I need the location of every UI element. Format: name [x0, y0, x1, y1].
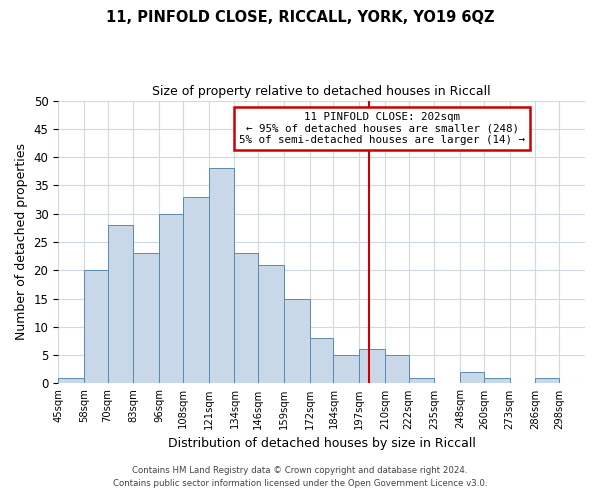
Text: 11, PINFOLD CLOSE, RICCALL, YORK, YO19 6QZ: 11, PINFOLD CLOSE, RICCALL, YORK, YO19 6…	[106, 10, 494, 25]
Bar	[84, 270, 107, 384]
Bar	[310, 338, 334, 384]
Bar	[484, 378, 510, 384]
Bar	[359, 350, 385, 384]
Bar	[107, 225, 133, 384]
Bar	[58, 378, 84, 384]
Title: Size of property relative to detached houses in Riccall: Size of property relative to detached ho…	[152, 85, 491, 98]
X-axis label: Distribution of detached houses by size in Riccall: Distribution of detached houses by size …	[167, 437, 476, 450]
Bar	[183, 196, 209, 384]
Bar	[409, 378, 434, 384]
Bar	[334, 355, 359, 384]
Bar	[535, 378, 559, 384]
Bar	[284, 298, 310, 384]
Y-axis label: Number of detached properties: Number of detached properties	[15, 144, 28, 340]
Bar	[235, 254, 258, 384]
Bar	[460, 372, 484, 384]
Bar	[385, 355, 409, 384]
Bar	[133, 254, 159, 384]
Bar	[159, 214, 183, 384]
Text: 11 PINFOLD CLOSE: 202sqm
← 95% of detached houses are smaller (248)
5% of semi-d: 11 PINFOLD CLOSE: 202sqm ← 95% of detach…	[239, 112, 525, 145]
Text: Contains HM Land Registry data © Crown copyright and database right 2024.
Contai: Contains HM Land Registry data © Crown c…	[113, 466, 487, 487]
Bar	[258, 264, 284, 384]
Bar	[209, 168, 235, 384]
